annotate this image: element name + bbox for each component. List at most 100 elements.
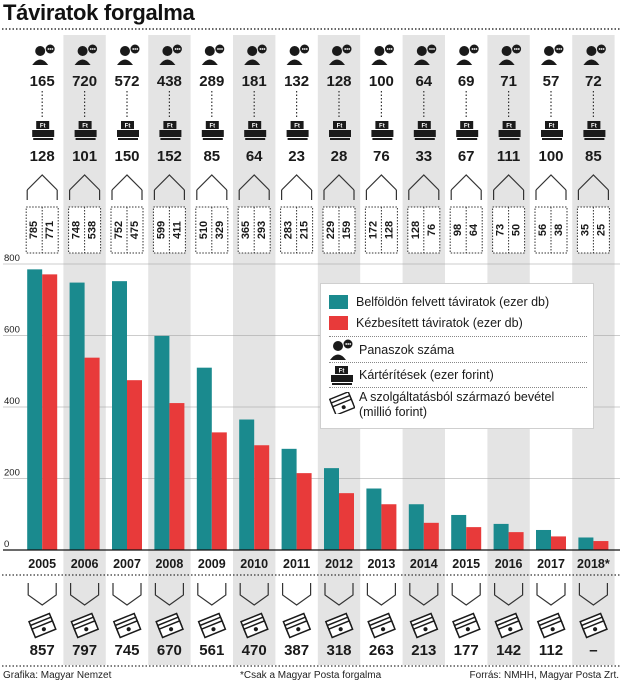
roof-chevron — [26, 174, 58, 191]
roof-chevron — [238, 174, 270, 191]
y-tick-label: 600 — [4, 325, 20, 336]
bar-kezbesitett — [84, 357, 100, 550]
value-box — [364, 206, 398, 254]
cash-register-icon: Ft — [331, 366, 353, 385]
down-chevron — [536, 583, 566, 606]
roof-chevron — [153, 174, 185, 191]
revenue-value: 745 — [114, 642, 139, 659]
banknotes-icon — [324, 612, 354, 639]
person-icon — [32, 44, 55, 65]
down-chevron — [324, 583, 354, 606]
kezbesitett-box-value: 64 — [468, 223, 480, 236]
revenue-value: 213 — [411, 642, 436, 659]
svg-text:Ft: Ft — [125, 124, 131, 130]
legend-label: Kártérítések (ezer forint) — [359, 368, 494, 382]
revenue-value: 263 — [369, 642, 394, 659]
bar-kezbesitett — [381, 504, 397, 550]
complaint-value: 71 — [500, 73, 517, 90]
cash-register-icon: Ft — [371, 121, 394, 140]
revenue-value: – — [589, 642, 597, 659]
bar-kezbesitett — [127, 380, 142, 550]
kezbesitett-box-value: 411 — [171, 221, 183, 239]
legend-item-bevetel: A szolgáltatásból származó bevétel (mill… — [329, 390, 587, 424]
complaint-value: 69 — [458, 73, 475, 90]
bar-felvett — [196, 367, 212, 550]
svg-text:Ft: Ft — [421, 124, 427, 130]
compensation-value: 152 — [157, 148, 182, 165]
banknotes-icon — [155, 612, 184, 639]
down-chevron — [197, 583, 227, 606]
value-box — [322, 206, 356, 254]
compensation-value: 67 — [458, 148, 475, 165]
kezbesitett-box-value: 329 — [214, 221, 226, 239]
person-icon — [244, 44, 267, 65]
year-label: 2006 — [71, 557, 99, 571]
roof-chevron — [69, 174, 101, 191]
felvett-box-value: 748 — [71, 221, 83, 239]
legend-item-felvett: Belföldön felvett táviratok (ezer db) — [329, 292, 587, 312]
complaint-value: 57 — [543, 73, 560, 90]
roof-chevron — [281, 174, 313, 191]
roof-chevron — [196, 174, 228, 191]
down-chevron — [451, 583, 481, 606]
banknotes-icon — [329, 392, 355, 414]
cash-register-icon: Ft — [159, 121, 182, 140]
complaint-value: 438 — [157, 73, 182, 90]
revenue-value: 112 — [539, 642, 563, 659]
svg-text:Ft: Ft — [252, 124, 258, 130]
svg-text:Ft: Ft — [167, 124, 173, 130]
cash-register-icon: Ft — [74, 121, 97, 140]
down-chevron — [154, 583, 184, 606]
year-label: 2009 — [198, 557, 226, 571]
kezbesitett-box-value: 159 — [341, 221, 353, 239]
complaint-value: 181 — [242, 73, 267, 90]
revenue-value: 142 — [496, 642, 521, 659]
bar-kezbesitett — [42, 274, 58, 550]
banknotes-icon — [579, 612, 608, 639]
bar-kezbesitett — [169, 403, 185, 550]
cash-register-icon: Ft — [541, 121, 563, 140]
banknotes-icon — [112, 612, 142, 639]
compensation-value: 101 — [72, 148, 97, 165]
bar-felvett — [578, 537, 594, 550]
banknotes-icon — [282, 612, 312, 639]
bar-kezbesitett — [339, 493, 354, 550]
cash-register-icon: Ft — [201, 121, 224, 140]
compensation-value: 111 — [497, 148, 520, 165]
year-label: 2005 — [28, 557, 56, 571]
year-label: 2015 — [452, 557, 480, 571]
y-tick-label: 800 — [4, 253, 20, 264]
revenue-value: 670 — [157, 642, 182, 659]
svg-text:Ft: Ft — [339, 369, 345, 375]
svg-text:Ft: Ft — [549, 124, 555, 130]
felvett-box-value: 98 — [452, 224, 464, 236]
complaint-value: 720 — [72, 73, 97, 90]
banknotes-icon — [494, 612, 524, 639]
person-icon — [498, 44, 522, 65]
kezbesitett-box-value: 38 — [553, 224, 565, 236]
complaint-value: 100 — [369, 73, 394, 90]
footer-credit: Grafika: Magyar Nemzet — [3, 670, 112, 681]
bar-felvett — [324, 468, 339, 550]
banknotes-icon — [367, 612, 396, 639]
legend-label: Kézbesített táviratok (ezer db) — [356, 316, 523, 330]
down-chevron — [112, 583, 142, 606]
kezbesitett-box-value: 76 — [426, 224, 438, 236]
person-icon — [201, 44, 225, 65]
down-chevron — [494, 583, 524, 606]
complaint-value: 64 — [415, 73, 432, 90]
complaint-value: 572 — [114, 73, 139, 90]
revenue-value: 797 — [72, 642, 97, 659]
revenue-value: 318 — [326, 642, 351, 659]
value-box — [534, 206, 568, 254]
bar-felvett — [536, 529, 551, 550]
bar-kezbesitett — [254, 445, 270, 550]
felvett-box-value: 283 — [283, 221, 295, 239]
compensation-value: 64 — [246, 148, 263, 165]
bar-kezbesitett — [423, 522, 439, 550]
year-label: 2012 — [325, 557, 353, 571]
cash-register-icon: Ft — [32, 121, 55, 140]
kezbesitett-box-value: 50 — [511, 224, 523, 236]
person-icon — [456, 44, 479, 65]
legend-label: A szolgáltatásból származó bevétel (mill… — [359, 390, 555, 419]
